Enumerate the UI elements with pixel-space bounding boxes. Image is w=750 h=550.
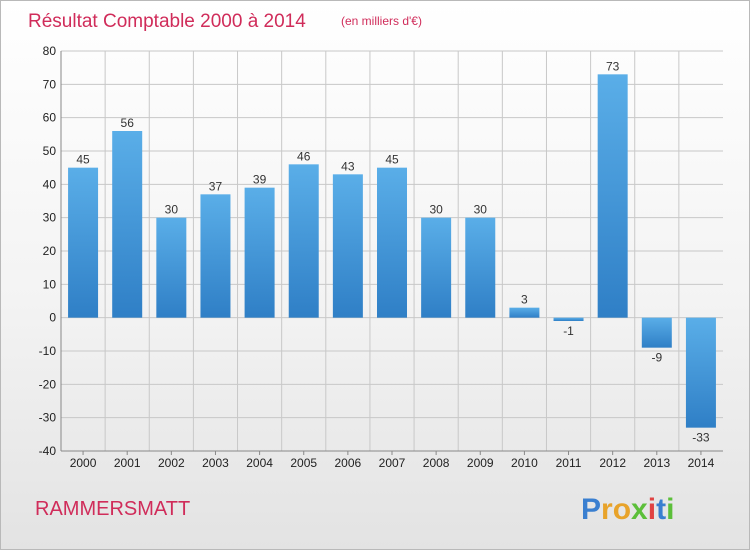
x-tick-label: 2011 [556,456,582,470]
bar-2002 [156,217,187,318]
x-tick-label: 2001 [114,456,141,470]
bar-2007 [377,167,407,318]
proxiti-logo: Proxiti [581,493,674,526]
data-label-2008: 30 [429,203,443,217]
y-tick-label: -20 [39,377,57,391]
x-tick-label: 2010 [511,456,538,470]
x-tick-label: 2014 [688,456,715,470]
commune-name: RAMMERSMATT [35,498,190,520]
y-tick-label: -10 [39,344,57,358]
logo-letter: r [601,493,613,526]
y-tick-label: 10 [43,277,57,291]
x-tick-label: 2005 [290,456,317,470]
data-label-2003: 37 [209,179,223,193]
bars [68,74,716,428]
x-tick-label: 2008 [423,456,450,470]
data-labels: 45 56 30 37 39 46 43 45 30 30 3 -1 73 -9 -33 [76,59,710,444]
bar-2014 [685,317,716,428]
x-tick-label: 2009 [467,456,494,470]
x-tick-label: 2004 [246,456,273,470]
y-tick-label: 80 [43,44,57,58]
data-label-2006: 43 [341,159,355,173]
bar-2008 [421,217,452,318]
data-label-2004: 39 [253,173,267,187]
data-label-2005: 46 [297,149,311,163]
chart-subtitle: (en milliers d'€) [341,14,422,28]
bar-2004 [244,187,275,318]
bar-2012 [597,74,628,318]
bar-2006 [332,174,363,318]
bar-2013 [641,317,672,348]
data-label-2000: 45 [76,153,90,167]
y-tick-label: 70 [43,77,57,91]
logo-letter: t [656,493,666,526]
logo-letter: i [648,493,656,526]
bar-2003 [200,194,231,318]
data-label-2009: 30 [474,203,488,217]
data-label-2010: 3 [521,293,528,307]
logo-letter: x [631,493,648,526]
y-tick-label: 20 [43,244,57,258]
bar-2009 [465,217,496,318]
data-label-2002: 30 [165,203,179,217]
y-tick-label: 40 [43,177,57,191]
data-label-2001: 56 [121,116,135,130]
bar-2011 [553,317,584,321]
y-tick-label: 50 [43,144,57,158]
data-label-2013: -9 [651,351,662,365]
bar-2001 [112,131,143,318]
y-tick-label: -40 [39,444,57,458]
logo-letter: i [666,493,674,526]
x-tick-label: 2012 [599,456,626,470]
x-tick-label: 2003 [202,456,229,470]
data-label-2007: 45 [385,153,399,167]
data-label-2011: -1 [563,324,574,338]
bar-2005 [288,164,319,318]
bar-2010 [509,307,540,318]
y-tick-label: 0 [49,311,56,325]
x-tick-label: 2002 [158,456,185,470]
y-tick-label: 60 [43,111,57,125]
chart-title: Résultat Comptable 2000 à 2014 [28,11,306,32]
y-tick-label: -30 [39,411,57,425]
x-tick-label: 2006 [335,456,362,470]
x-tick-label: 2007 [379,456,406,470]
data-label-2014: -33 [692,431,710,445]
x-tick-label: 2000 [70,456,97,470]
x-tick-label: 2013 [643,456,670,470]
data-label-2012: 73 [606,59,620,73]
logo-letter: o [613,493,631,526]
y-tick-label: 30 [43,211,57,225]
bar-2000 [68,167,99,318]
logo-letter: P [581,493,601,526]
